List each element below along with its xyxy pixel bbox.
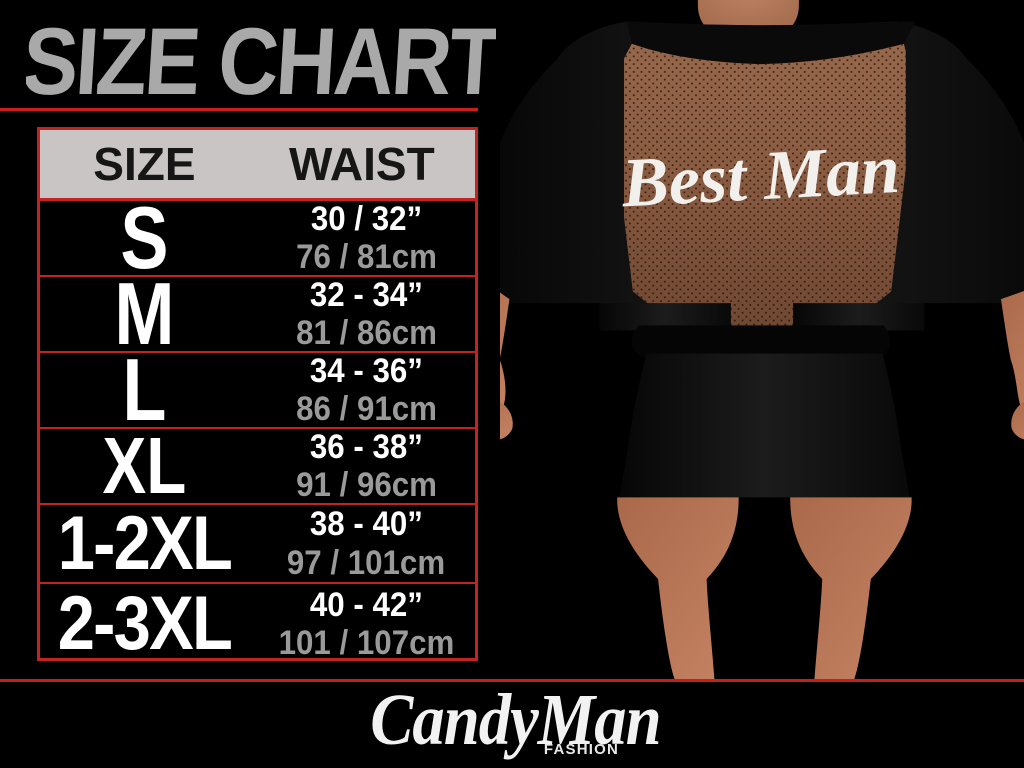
svg-text:Best Man: Best Man	[619, 131, 901, 222]
